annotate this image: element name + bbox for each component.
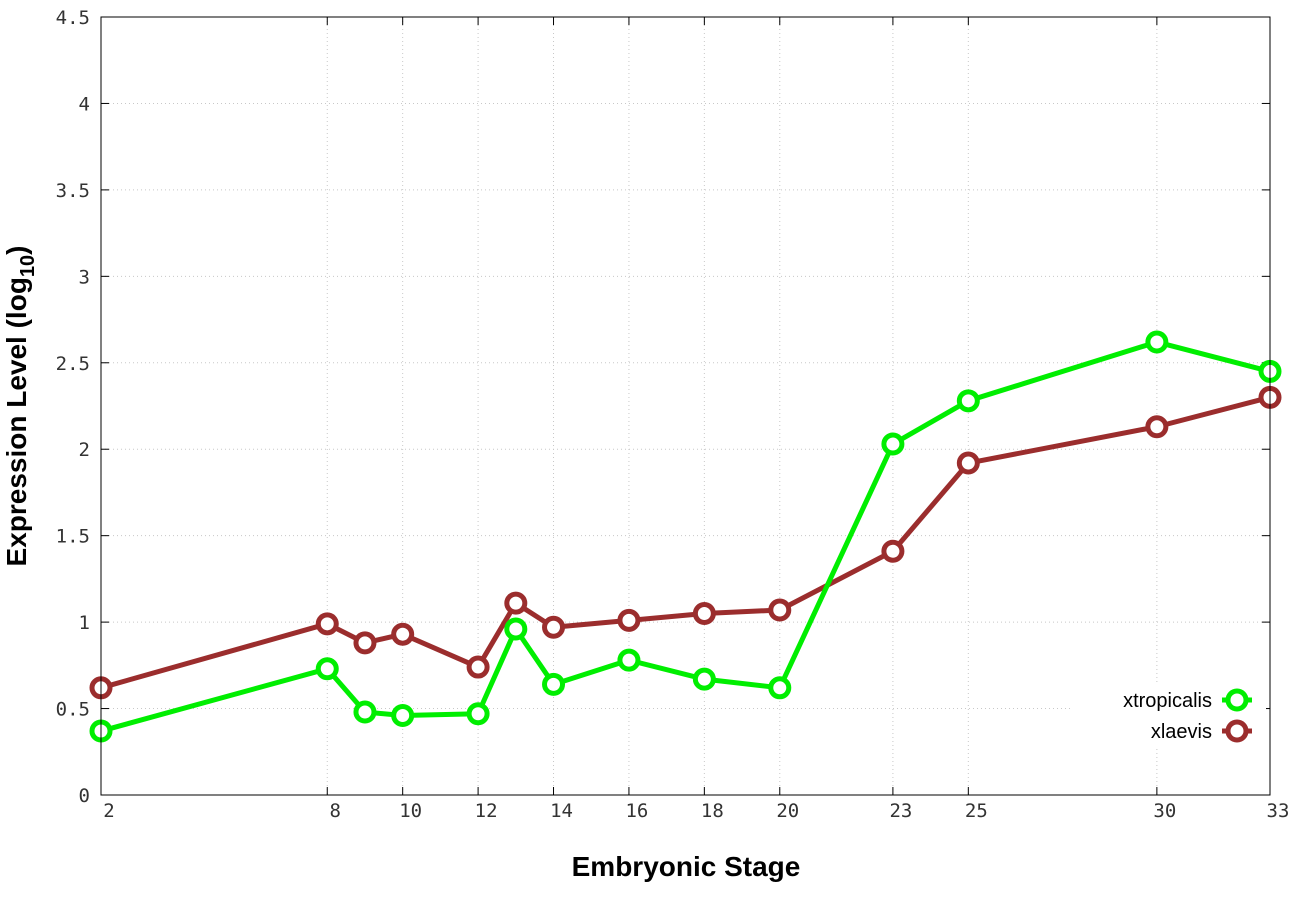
- series-xlaevis: [89, 385, 1282, 700]
- data-point-xtropicalis: [315, 657, 339, 681]
- data-point-xtropicalis: [617, 648, 641, 672]
- data-point-xtropicalis: [353, 700, 377, 724]
- data-point-xlaevis: [956, 451, 980, 475]
- data-point-xtropicalis: [504, 617, 528, 641]
- data-point-xlaevis: [881, 539, 905, 563]
- x-tick-label: 20: [776, 800, 799, 822]
- series-xtropicalis: [89, 330, 1282, 743]
- data-point-xlaevis: [542, 615, 566, 639]
- data-point-xlaevis: [617, 608, 641, 632]
- data-point-xtropicalis: [768, 676, 792, 700]
- legend-item-xlaevis: xlaevis: [1151, 719, 1252, 743]
- data-point-xtropicalis: [466, 702, 490, 726]
- x-tick-label: 2: [103, 800, 114, 822]
- x-tick-label: 25: [965, 800, 988, 822]
- legend-item-xtropicalis: xtropicalis: [1123, 688, 1252, 712]
- y-tick-label: 0: [79, 785, 90, 807]
- x-tick-label: 14: [550, 800, 573, 822]
- data-point-xtropicalis: [956, 389, 980, 413]
- data-point-xlaevis: [504, 591, 528, 615]
- data-point-xlaevis: [391, 622, 415, 646]
- y-tick-label: 1.5: [56, 526, 90, 548]
- data-point-xtropicalis: [1145, 330, 1169, 354]
- y-tick-label: 3: [79, 266, 90, 288]
- series-layer: [89, 330, 1282, 743]
- x-tick-label: 33: [1267, 800, 1290, 822]
- y-axis-title-main: Expression Level (log: [1, 277, 32, 566]
- data-point-xtropicalis: [692, 667, 716, 691]
- data-point-xlaevis: [466, 655, 490, 679]
- y-tick-label: 3.5: [56, 180, 90, 202]
- data-point-xlaevis: [1145, 415, 1169, 439]
- data-point-xtropicalis: [542, 672, 566, 696]
- data-point-xlaevis: [315, 612, 339, 636]
- data-point-xtropicalis: [391, 703, 415, 727]
- plot-frame: [100, 16, 1271, 796]
- y-axis-title-subscript: 10: [17, 255, 39, 277]
- y-axis-title: Expression Level (log10): [1, 246, 39, 567]
- y-tick-label: 2: [79, 439, 90, 461]
- x-tick-label: 18: [701, 800, 724, 822]
- y-tick-label: 0.5: [56, 699, 90, 721]
- x-tick-label: 23: [889, 800, 912, 822]
- data-point-xlaevis: [768, 598, 792, 622]
- plot-background: [101, 17, 1270, 795]
- y-tick-label: 4: [79, 93, 90, 115]
- data-point-xtropicalis: [881, 432, 905, 456]
- legend: xtropicalis xlaevis: [1070, 682, 1266, 748]
- legend-swatch-marker: [1225, 688, 1249, 712]
- x-tick-label: 16: [625, 800, 648, 822]
- y-tick-label: 4.5: [56, 7, 90, 29]
- x-tick-label: 30: [1153, 800, 1176, 822]
- x-tick-label: 8: [330, 800, 341, 822]
- x-axis-title: Embryonic Stage: [572, 851, 801, 882]
- legend-label-xtropicalis: xtropicalis: [1123, 690, 1212, 712]
- legend-swatch-marker: [1225, 719, 1249, 743]
- y-tick-label: 2.5: [56, 353, 90, 375]
- x-tick-label: 10: [399, 800, 422, 822]
- y-axis-title-close: ): [1, 246, 32, 255]
- legend-label-xlaevis: xlaevis: [1151, 721, 1212, 743]
- tick-labels: 2 8 10 12 14 16 18 20 23 25 30 33 0 0.5 1 1.5 2 2.5 3 3.5 4 4…: [56, 7, 1290, 822]
- data-point-xlaevis: [353, 631, 377, 655]
- x-tick-label: 12: [475, 800, 498, 822]
- data-point-xlaevis: [692, 601, 716, 625]
- y-tick-label: 1: [79, 612, 90, 634]
